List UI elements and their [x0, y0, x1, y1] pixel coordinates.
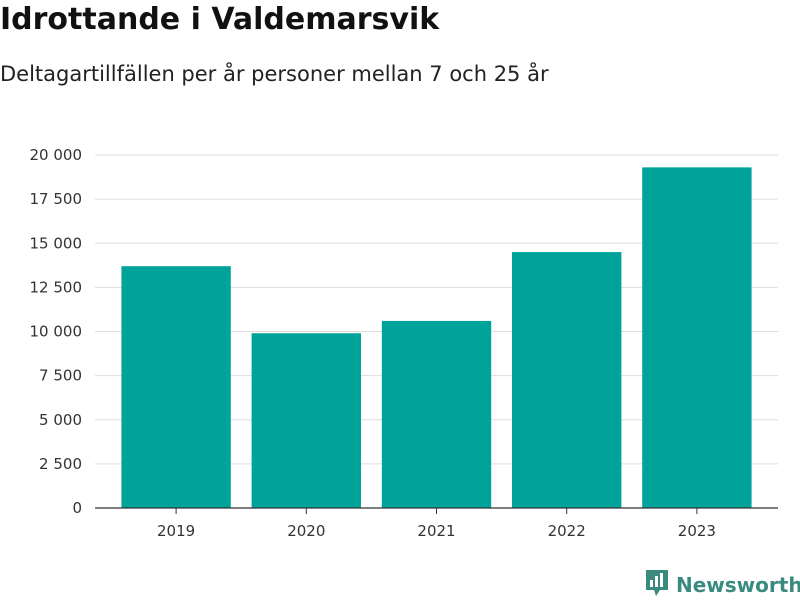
y-tick-label: 0 — [72, 499, 82, 517]
x-axis-ticks: 2019 2020 2021 2022 2023 — [157, 508, 716, 540]
y-tick-label: 7 500 — [39, 367, 82, 385]
chart-title: Idrottande i Valdemarsvik — [0, 2, 440, 37]
y-tick-label: 15 000 — [30, 234, 83, 252]
bars — [121, 167, 752, 509]
y-tick-label: 5 000 — [39, 411, 82, 429]
bar-chart: 0 2 500 5 000 7 500 10 000 12 500 15 000 17 500… — [30, 146, 778, 540]
x-tick-label: 2021 — [417, 522, 455, 540]
y-tick-label: 17 500 — [30, 190, 83, 208]
y-axis-ticks: 0 2 500 5 000 7 500 10 000 12 500 15 000 17 500… — [30, 146, 83, 517]
bar-2021 — [381, 320, 492, 508]
chart-subtitle: Deltagartillfällen per år personer mella… — [0, 62, 549, 86]
bar-2023 — [642, 167, 752, 509]
x-tick-label: 2020 — [287, 522, 325, 540]
x-tick-label: 2022 — [548, 522, 586, 540]
bar-2022 — [512, 252, 622, 508]
newsworthy-logo: Newsworthy — [644, 568, 800, 602]
y-tick-label: 12 500 — [30, 278, 83, 296]
bar-2019 — [121, 266, 231, 508]
x-tick-label: 2019 — [157, 522, 195, 540]
x-tick-label: 2023 — [678, 522, 716, 540]
y-tick-label: 2 500 — [39, 455, 82, 473]
bar-2020 — [251, 333, 361, 508]
y-tick-label: 20 000 — [30, 146, 83, 164]
newsworthy-logo-icon — [644, 568, 670, 602]
brand-name: Newsworthy — [676, 573, 800, 597]
y-tick-label: 10 000 — [30, 323, 83, 341]
